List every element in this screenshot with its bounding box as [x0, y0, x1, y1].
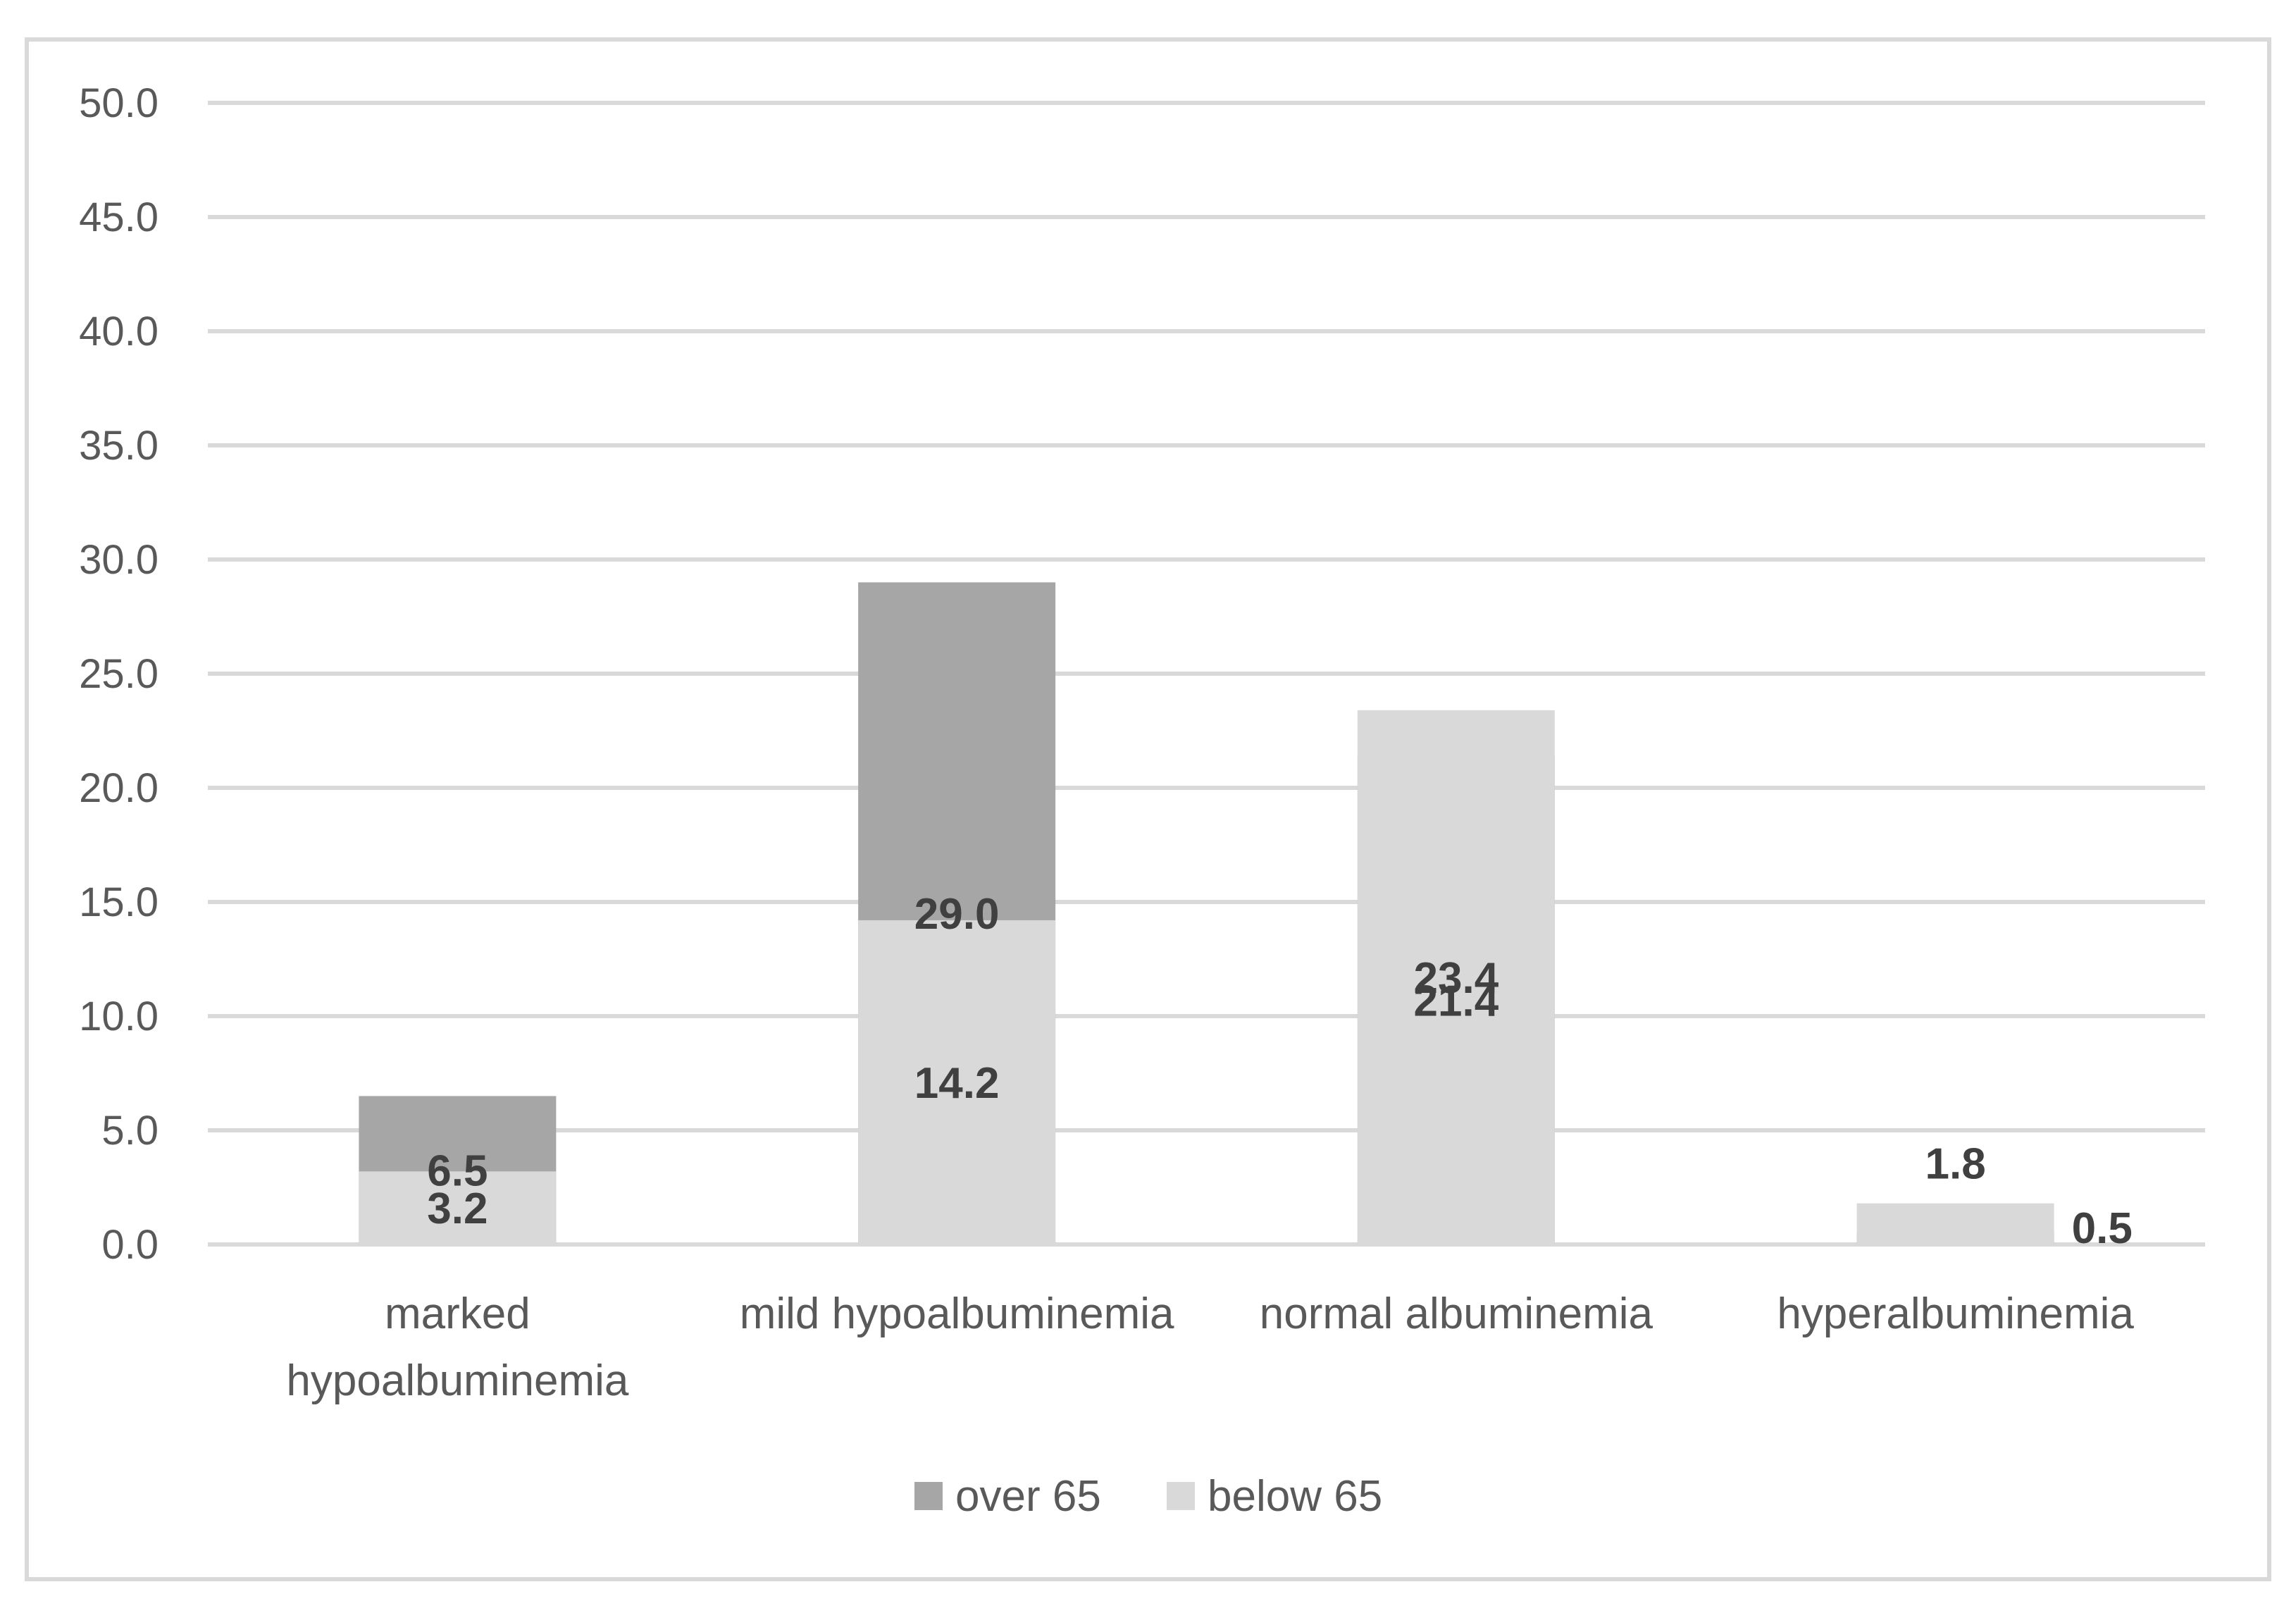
data-label: 6.5 — [427, 1147, 488, 1196]
category-label: hyperalbuminemia — [1777, 1290, 2134, 1338]
category-label: normal albuminemia — [1260, 1290, 1653, 1338]
y-tick-label: 5.0 — [101, 1108, 159, 1154]
y-tick-label: 20.0 — [79, 765, 159, 811]
legend-swatch — [914, 1482, 943, 1510]
legend: over 65 below 65 — [914, 1472, 1382, 1521]
data-label: 0.5 — [2072, 1204, 2133, 1253]
data-label: 29.0 — [914, 890, 1000, 939]
bar-below-65 — [1357, 710, 1555, 1244]
y-tick-label: 0.0 — [101, 1222, 159, 1268]
data-label: 21.4 — [1414, 977, 1499, 1025]
y-tick-label: 15.0 — [79, 879, 159, 925]
y-tick-label: 35.0 — [79, 423, 159, 469]
y-tick-label: 50.0 — [79, 80, 159, 126]
y-axis-tick-labels: 0.0 5.0 10.0 15.0 20.0 25.0 30.0 35.0 40.0 45.0 50… — [79, 80, 159, 1268]
category-label: hypoalbuminemia — [286, 1356, 628, 1405]
data-label: 23.4 — [1414, 954, 1499, 1003]
y-tick-label: 25.0 — [79, 651, 159, 697]
chart-border — [25, 37, 2271, 1581]
bar-below-65 — [359, 1171, 557, 1244]
bars — [359, 582, 2054, 1244]
legend-label: below 65 — [1208, 1472, 1382, 1521]
data-label: 3.2 — [427, 1185, 488, 1233]
legend-swatch — [1167, 1482, 1195, 1510]
data-label: 14.2 — [914, 1059, 1000, 1108]
y-tick-label: 30.0 — [79, 537, 159, 583]
y-tick-label: 45.0 — [79, 194, 159, 240]
category-label: mild hypoalbuminemia — [740, 1290, 1174, 1338]
data-labels: 6.53.2 29.0 14.2 21.423.4 0.5 1.8 — [427, 890, 2133, 1253]
category-label: marked — [385, 1290, 530, 1338]
x-axis-category-labels: marked hypoalbuminemia mild hypoalbuminemi… — [286, 1290, 2134, 1405]
legend-label: over 65 — [955, 1472, 1101, 1521]
y-tick-label: 10.0 — [79, 994, 159, 1039]
bar-below-65 — [858, 920, 1056, 1244]
bar-below-65 — [1856, 1203, 2054, 1244]
data-label: 1.8 — [1925, 1140, 1986, 1189]
y-tick-label: 40.0 — [79, 309, 159, 354]
